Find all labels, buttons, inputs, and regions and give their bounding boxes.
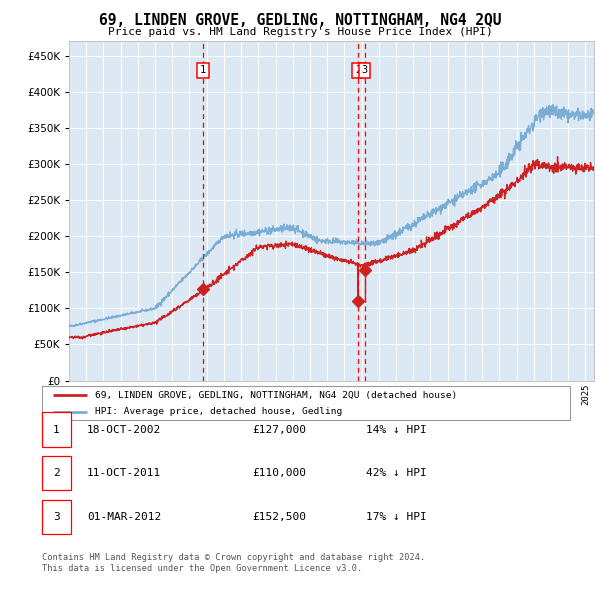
Text: Price paid vs. HM Land Registry's House Price Index (HPI): Price paid vs. HM Land Registry's House … (107, 27, 493, 37)
Text: 3: 3 (53, 512, 60, 522)
Text: 18-OCT-2002: 18-OCT-2002 (87, 425, 161, 434)
Text: £127,000: £127,000 (252, 425, 306, 434)
Text: 17% ↓ HPI: 17% ↓ HPI (366, 512, 427, 522)
Text: 11-OCT-2011: 11-OCT-2011 (87, 468, 161, 478)
Text: 3: 3 (361, 65, 368, 75)
Text: 1: 1 (200, 65, 206, 75)
Text: 69, LINDEN GROVE, GEDLING, NOTTINGHAM, NG4 2QU (detached house): 69, LINDEN GROVE, GEDLING, NOTTINGHAM, N… (95, 391, 457, 399)
Text: 01-MAR-2012: 01-MAR-2012 (87, 512, 161, 522)
Text: 2: 2 (355, 65, 361, 75)
Text: Contains HM Land Registry data © Crown copyright and database right 2024.
This d: Contains HM Land Registry data © Crown c… (42, 553, 425, 573)
Text: £110,000: £110,000 (252, 468, 306, 478)
Text: 69, LINDEN GROVE, GEDLING, NOTTINGHAM, NG4 2QU: 69, LINDEN GROVE, GEDLING, NOTTINGHAM, N… (99, 13, 501, 28)
Text: 42% ↓ HPI: 42% ↓ HPI (366, 468, 427, 478)
Text: HPI: Average price, detached house, Gedling: HPI: Average price, detached house, Gedl… (95, 407, 342, 416)
Text: 14% ↓ HPI: 14% ↓ HPI (366, 425, 427, 434)
FancyBboxPatch shape (42, 386, 570, 420)
Text: 1: 1 (53, 425, 60, 434)
Text: 2: 2 (53, 468, 60, 478)
Text: £152,500: £152,500 (252, 512, 306, 522)
